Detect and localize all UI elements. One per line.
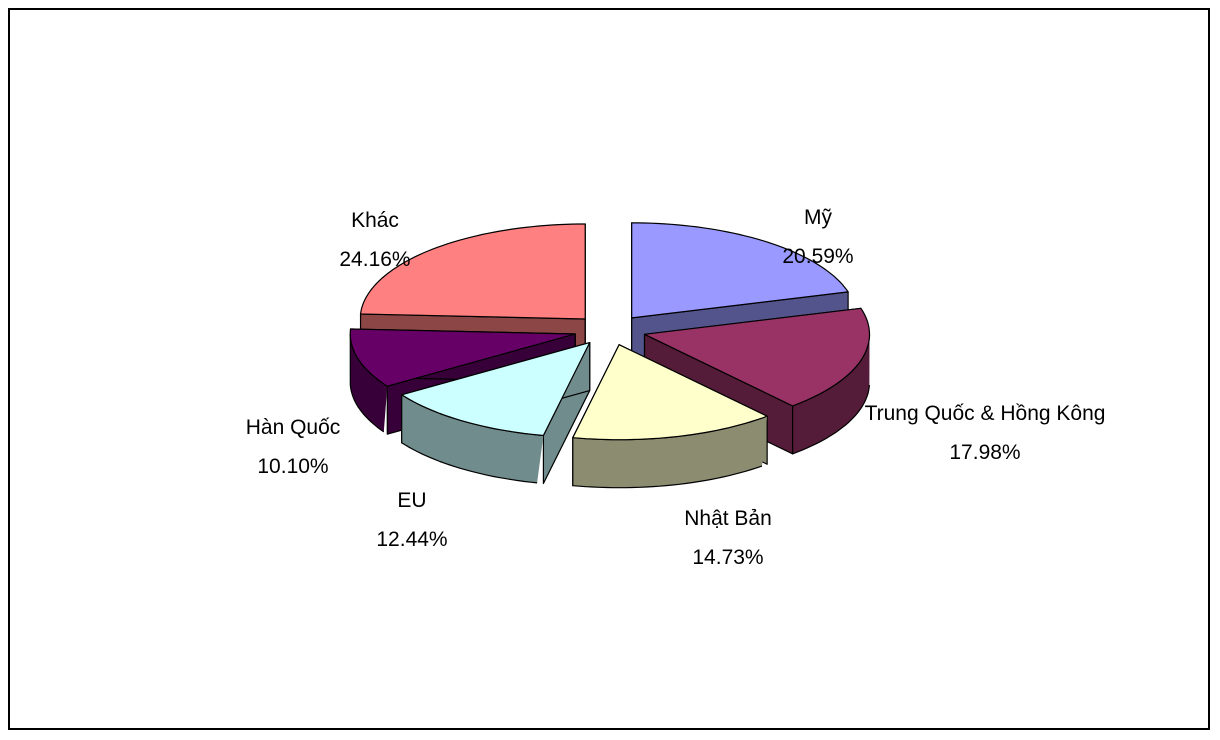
category-name: Trung Quốc & Hồng Kông <box>864 402 1106 425</box>
value-label: 14.73% <box>692 546 764 569</box>
category-name: Mỹ <box>804 206 832 229</box>
slice-label: EU 12.44% <box>352 481 472 559</box>
value-label: 24.16% <box>339 248 411 271</box>
slice <box>631 222 849 319</box>
slice-label: Khác 24.16% <box>315 201 435 279</box>
slice-label: Mỹ 20.59% <box>758 198 878 276</box>
slice <box>572 344 768 441</box>
slice-label: Nhật Bản 14.73% <box>648 499 808 577</box>
category-name: EU <box>397 489 427 512</box>
value-label: 17.98% <box>949 441 1021 464</box>
category-name: Hàn Quốc <box>245 416 341 439</box>
slice-label: Hàn Quốc 10.10% <box>218 408 368 486</box>
value-label: 12.44% <box>376 528 448 551</box>
value-label: 10.10% <box>257 455 329 478</box>
value-label: 20.59% <box>782 245 854 268</box>
slice-label: Trung Quốc & Hồng Kông 17.98% <box>860 394 1110 472</box>
slice <box>401 341 591 437</box>
slice <box>349 328 576 387</box>
chart-frame <box>8 8 1210 730</box>
slice <box>359 223 586 320</box>
category-name: Nhật Bản <box>684 507 772 530</box>
category-name: Khác <box>351 209 399 232</box>
slice <box>643 307 871 407</box>
